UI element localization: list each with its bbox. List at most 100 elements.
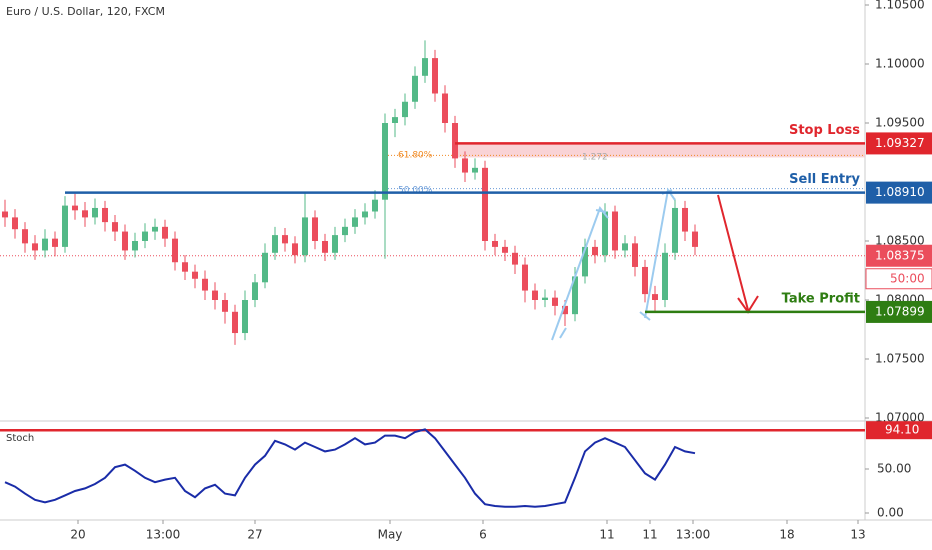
candle-body: [302, 217, 308, 256]
stoch-line: [4, 428, 696, 508]
candle-body: [502, 246, 508, 253]
x-tick-label: 20: [70, 528, 85, 542]
candle-body: [642, 266, 648, 295]
candle-body: [622, 243, 628, 251]
candle-body: [192, 271, 198, 279]
candle-body: [142, 231, 148, 241]
candle-body: [602, 211, 608, 256]
candle-body: [592, 246, 598, 256]
x-tick-label: May: [378, 528, 403, 542]
candle-body: [562, 305, 568, 315]
candle-body: [242, 300, 248, 334]
candle-body: [532, 290, 538, 300]
price-tag-label: 1.07899: [875, 304, 925, 318]
x-tick-label: 6: [479, 528, 487, 542]
level-name: Sell Entry: [789, 172, 860, 187]
x-tick-label: 18: [779, 528, 794, 542]
candle-body: [72, 205, 78, 211]
candle-body: [52, 238, 58, 247]
candle-body: [322, 241, 328, 253]
price-tag-label: 1.08375: [875, 248, 925, 262]
candle-body: [202, 278, 208, 291]
x-tick-label: 13: [850, 528, 865, 542]
candle-body: [652, 294, 658, 300]
candle-body: [232, 311, 238, 334]
candle-body: [132, 241, 138, 251]
candle-body: [12, 217, 18, 230]
candle-body: [402, 101, 408, 118]
y-tick-label: 1.10000: [875, 57, 925, 71]
y-tick-label: 1.09500: [875, 116, 925, 130]
x-tick-label: 11: [599, 528, 614, 542]
candle-body: [572, 276, 578, 315]
candle-body: [552, 297, 558, 306]
candle-body: [362, 211, 368, 218]
candle-body: [152, 226, 158, 232]
stop-loss-zone: [455, 143, 865, 158]
candle-body: [162, 226, 168, 239]
candle-body: [512, 252, 518, 265]
candle-body: [392, 117, 398, 123]
candle-body: [312, 217, 318, 241]
candle-body: [482, 167, 488, 241]
candle-body: [632, 243, 638, 267]
fib-label: 50.00%: [398, 186, 433, 196]
candle-body: [672, 207, 678, 253]
candle-body: [472, 167, 478, 173]
candle-body: [122, 231, 128, 251]
candle-body: [112, 222, 118, 232]
y-tick-label: 50.00: [877, 462, 911, 476]
y-tick-label: 1.10500: [875, 0, 925, 12]
candle-body: [662, 252, 668, 300]
y-tick-label: 1.07000: [875, 411, 925, 425]
zigzag-drawing: [551, 205, 609, 341]
stoch-title: Stoch: [6, 433, 34, 444]
candle-body: [272, 235, 278, 253]
candle-body: [62, 205, 68, 247]
price-tag: [866, 300, 932, 323]
candle-body: [282, 235, 288, 244]
candle-body: [172, 238, 178, 263]
candle-body: [22, 229, 28, 244]
candle-body: [422, 58, 428, 76]
x-tick-label: 13:00: [146, 528, 181, 542]
candle-body: [262, 252, 268, 283]
x-tick-label: 27: [247, 528, 262, 542]
countdown-tag: [865, 268, 932, 290]
x-tick-label: 11: [642, 528, 657, 542]
candle-body: [2, 211, 8, 218]
level-name: Take Profit: [782, 291, 860, 306]
price-tag: [866, 181, 932, 204]
x-tick-label: 13:00: [676, 528, 711, 542]
fib-label: 1.272: [582, 153, 608, 163]
candle-body: [82, 210, 88, 218]
fib-label: 61.80%: [398, 151, 433, 161]
candle-body: [692, 231, 698, 247]
candle-body: [212, 290, 218, 300]
price-tag-label: 1.09327: [875, 136, 925, 150]
candle-body: [102, 207, 108, 223]
price-tag: [866, 244, 932, 267]
candle-body: [582, 246, 588, 277]
candle-body: [292, 243, 298, 256]
candle-body: [252, 282, 258, 300]
price-tag: [866, 421, 932, 440]
candle-body: [432, 58, 438, 94]
candle-body: [492, 241, 498, 247]
y-tick-label: 0.00: [877, 506, 904, 520]
chart-title: Euro / U.S. Dollar, 120, FXCM: [6, 5, 165, 18]
candle-body: [542, 297, 548, 300]
candle-body: [452, 123, 458, 159]
candle-body: [412, 75, 418, 102]
candle-body: [182, 262, 188, 272]
candle-body: [462, 158, 468, 173]
candle-body: [442, 93, 448, 123]
price-tag-label: 1.08910: [875, 185, 925, 199]
candle-body: [382, 123, 388, 200]
y-tick-label: 1.08500: [875, 234, 925, 248]
candle-body: [352, 217, 358, 227]
price-tag-label: 94.10: [885, 423, 919, 437]
candle-body: [92, 207, 98, 218]
